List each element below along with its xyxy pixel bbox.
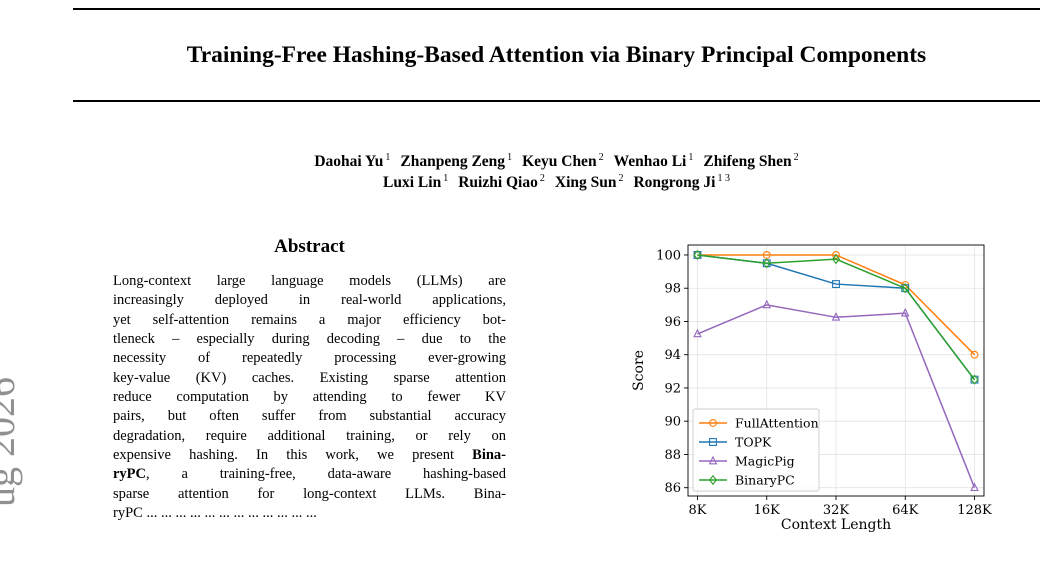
abstract-line: necessity of repeatedly processing ever-… — [113, 350, 506, 367]
abstract-line: expensive hashing. In this work, we pres… — [113, 447, 506, 464]
paper-title: Training-Free Hashing-Based Attention vi… — [186, 42, 927, 68]
data-point-binarypc — [693, 249, 702, 261]
author-list-line-2: Luxi Lin 1 Ruizhi Qiao 2 Xing Sun 2 Rongrong J… — [73, 168, 1040, 193]
data-point-magicpig — [970, 482, 979, 492]
abstract-line: ryPC ... ... ... ... ... ... ... ... ...… — [113, 505, 317, 522]
abstract-line: key-value (KV) caches. Existing sparse a… — [113, 369, 506, 386]
author-list-line-1: Daohai Yu 1 Zhanpeng Zeng 1 Keyu Chen 2 Wenhao… — [73, 147, 1040, 172]
author-affiliation: 1 — [688, 152, 694, 163]
author-affiliation: 2 — [793, 152, 799, 163]
x-tick-label: 64K — [892, 503, 919, 518]
abstract-line: degradation, require additional training… — [113, 427, 506, 444]
abstract-heading: Abstract — [274, 236, 345, 257]
legend-label: TOPK — [735, 435, 772, 450]
data-point-magicpig — [762, 299, 772, 309]
author-name: Zhanpeng Zeng 1 — [400, 152, 513, 171]
author-affiliation: 1 — [443, 173, 449, 184]
author-name: Zhifeng Shen 2 — [703, 152, 799, 171]
abstract-line: reduce computation by attending to fewer… — [113, 389, 506, 406]
data-point-fullattention — [970, 350, 979, 359]
data-point-binarypc — [831, 254, 841, 265]
x-tick-label: 8K — [689, 503, 707, 518]
legend-marker-binarypc — [708, 474, 718, 486]
series-line-magicpig — [697, 304, 976, 488]
legend-marker-topk — [709, 438, 717, 446]
abstract-line: Long-context large language models (LLMs… — [113, 273, 506, 289]
data-point-magicpig — [900, 307, 910, 317]
author-name: Wenhao Li 1 — [613, 152, 694, 171]
y-axis-label: Score — [631, 350, 647, 391]
title-bottom-rule — [73, 100, 1040, 102]
author-affiliation: 1 — [385, 152, 391, 163]
x-axis-label: Context Length — [781, 517, 891, 533]
author-affiliation: 2 — [539, 173, 545, 184]
legend-marker-magicpig — [708, 455, 718, 465]
abstract-line: yet self-attention remains a major effic… — [113, 311, 506, 328]
abstract-line: pairs, but often suffer from substantial… — [113, 408, 506, 425]
author-name: Rongrong Ji 1 3 — [633, 173, 730, 192]
y-tick-label: 94 — [664, 348, 681, 363]
abstract-line: tleneck – especially during decoding – d… — [113, 331, 506, 348]
author-affiliation: 1 3 — [717, 173, 730, 184]
data-point-topk — [832, 280, 840, 289]
legend-marker-fullattention — [709, 419, 717, 427]
legend-label: FullAttention — [735, 416, 819, 431]
data-point-binarypc — [762, 258, 771, 269]
author-name: Daohai Yu 1 — [314, 152, 391, 171]
y-tick-label: 96 — [664, 315, 681, 330]
author-name: Ruizhi Qiao 2 — [458, 173, 545, 192]
legend-box — [692, 408, 820, 492]
y-tick-label: 88 — [664, 448, 681, 463]
x-tick-label: 128K — [957, 503, 992, 518]
abstract-line: increasingly deployed in real-world appl… — [113, 292, 506, 309]
data-point-binarypc — [901, 283, 910, 294]
author-name: Xing Sun 2 — [554, 173, 624, 192]
abstract-line: sparse attention for long-context LLMs. … — [113, 485, 506, 502]
data-point-magicpig — [693, 328, 702, 338]
y-tick-label: 90 — [664, 415, 681, 430]
abstract-body: Long-context large language models (LLMs… — [113, 272, 506, 565]
series-line-binarypc — [697, 254, 976, 381]
y-tick-label: 100 — [656, 248, 681, 263]
legend: FullAttention TOPK MagicPig BinaryPC — [692, 408, 820, 492]
top-rule — [73, 8, 1040, 10]
legend-label: BinaryPC — [735, 473, 795, 488]
legend-label: MagicPig — [735, 454, 795, 469]
y-tick-label: 92 — [664, 381, 681, 396]
y-tick-label: 98 — [664, 282, 681, 297]
author-affiliation: 2 — [598, 152, 604, 163]
data-point-fullattention — [832, 251, 840, 259]
y-tick-label: 86 — [664, 481, 681, 496]
author-name: Keyu Chen 2 — [522, 152, 604, 171]
x-tick-label: 32K — [823, 503, 850, 518]
author-affiliation: 2 — [618, 173, 624, 184]
abstract-line: ryPC, a training-free, data-aware hashin… — [113, 466, 506, 483]
x-tick-label: 16K — [754, 503, 781, 518]
arxiv-side-stamp: ug 2026 — [0, 377, 23, 507]
author-name: Luxi Lin 1 — [383, 173, 449, 192]
author-affiliation: 1 — [507, 152, 513, 163]
score-vs-context-length-chart: 86 88 90 92 94 96 98 100 8K 16K 32K 64K 128K Context … — [631, 244, 992, 533]
data-point-magicpig — [831, 312, 841, 321]
data-point-binarypc — [970, 374, 979, 385]
